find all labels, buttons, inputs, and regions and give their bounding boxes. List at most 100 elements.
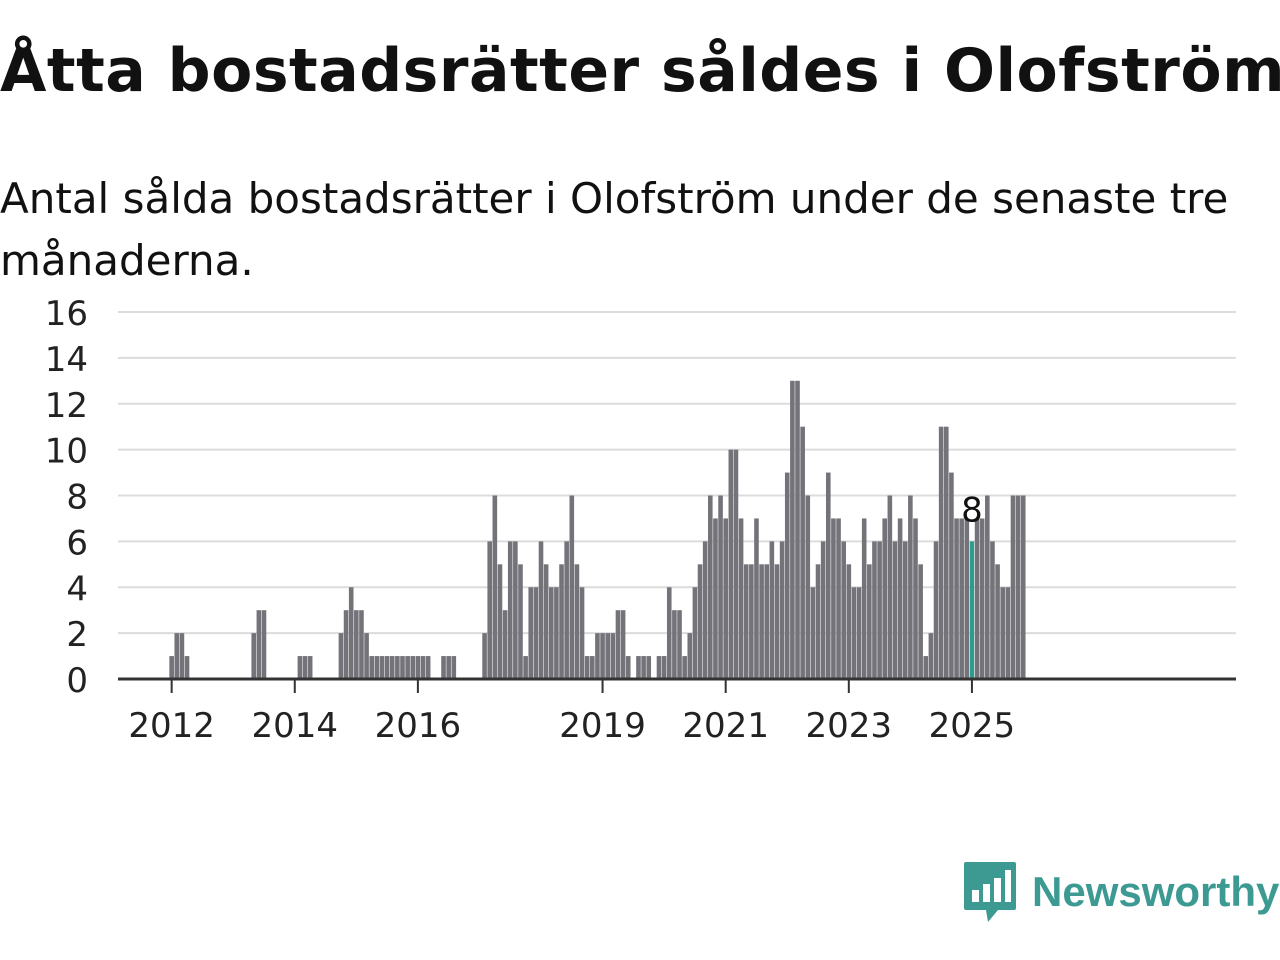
bar — [728, 449, 734, 679]
bar — [846, 564, 852, 679]
bar — [379, 656, 385, 679]
bar-chart-speech-bubble-icon — [964, 862, 1016, 922]
bar — [513, 541, 518, 679]
bar — [338, 633, 344, 679]
bar — [579, 587, 585, 679]
bar — [415, 656, 421, 679]
bar — [928, 633, 934, 679]
y-tick-label: 14 — [45, 340, 88, 380]
bar — [677, 610, 682, 679]
bar — [974, 518, 980, 679]
bar — [261, 610, 267, 679]
bar — [943, 426, 949, 679]
newsworthy-logo: Newsworthy — [962, 860, 1279, 924]
y-tick-label: 2 — [66, 615, 88, 655]
bar — [702, 541, 708, 679]
bar — [949, 472, 954, 679]
bar — [784, 472, 790, 679]
bar — [554, 587, 559, 679]
bar — [923, 656, 929, 679]
bar — [297, 656, 303, 679]
bar — [518, 564, 523, 679]
bar — [759, 564, 764, 679]
bar — [184, 656, 190, 679]
bar — [979, 518, 985, 679]
bar — [918, 564, 923, 679]
bar — [841, 541, 846, 679]
bar — [697, 564, 703, 679]
bar — [615, 610, 621, 679]
bar — [425, 656, 431, 679]
bar — [1020, 495, 1026, 679]
y-tick-label: 16 — [45, 294, 88, 334]
bar — [872, 541, 877, 679]
bar — [497, 564, 503, 679]
bar — [533, 587, 539, 679]
bar — [897, 518, 903, 679]
bar — [985, 495, 990, 679]
x-tick-label: 2023 — [806, 706, 893, 746]
bar — [723, 518, 728, 679]
bar — [595, 633, 600, 679]
bar — [482, 633, 487, 679]
bar — [856, 587, 862, 679]
x-tick-label: 2019 — [559, 706, 646, 746]
bar — [389, 656, 395, 679]
bar — [877, 541, 882, 679]
bar — [933, 541, 939, 679]
bar — [836, 518, 841, 679]
bar — [256, 610, 262, 679]
bar — [574, 564, 580, 679]
bar — [815, 564, 821, 679]
bar — [179, 633, 185, 679]
bar — [913, 518, 918, 679]
bar — [887, 495, 893, 679]
bar — [441, 656, 446, 679]
bar — [369, 656, 375, 679]
bar — [687, 633, 693, 679]
bar — [302, 656, 308, 679]
x-tick-label: 2012 — [128, 706, 215, 746]
bar — [959, 518, 964, 679]
bar — [492, 495, 498, 679]
bar — [713, 518, 718, 679]
bar — [995, 564, 1000, 679]
bar — [354, 610, 359, 679]
y-tick-label: 4 — [66, 569, 88, 609]
bar — [990, 541, 995, 679]
bar — [861, 518, 867, 679]
bar — [507, 541, 513, 679]
bar — [590, 656, 595, 679]
bar — [738, 518, 744, 679]
bar — [800, 426, 805, 679]
bar — [820, 541, 826, 679]
bar — [774, 564, 780, 679]
chart-subtitle: Antal sålda bostadsrätter i Olofström un… — [0, 174, 1229, 285]
bar — [620, 610, 626, 679]
bar — [825, 472, 831, 679]
bar — [307, 656, 313, 679]
y-tick-label: 0 — [66, 661, 88, 701]
bar — [487, 541, 493, 679]
bar — [451, 656, 457, 679]
highlight-value-label: 8 — [961, 490, 983, 530]
brand-name: Newsworthy — [1032, 868, 1280, 915]
bar — [251, 633, 257, 679]
bar — [528, 587, 534, 679]
bar — [395, 656, 400, 679]
bar — [795, 380, 800, 679]
bar — [769, 541, 775, 679]
bar — [666, 587, 672, 679]
bar — [636, 656, 641, 679]
bar — [882, 518, 888, 679]
bar — [543, 564, 549, 679]
bar — [682, 656, 687, 679]
bar — [733, 449, 739, 679]
y-tick-label: 8 — [66, 478, 88, 518]
bar — [1005, 587, 1011, 679]
bar — [343, 610, 349, 679]
bar — [656, 656, 662, 679]
bar — [364, 633, 369, 679]
bar — [410, 656, 416, 679]
bar — [420, 656, 426, 679]
